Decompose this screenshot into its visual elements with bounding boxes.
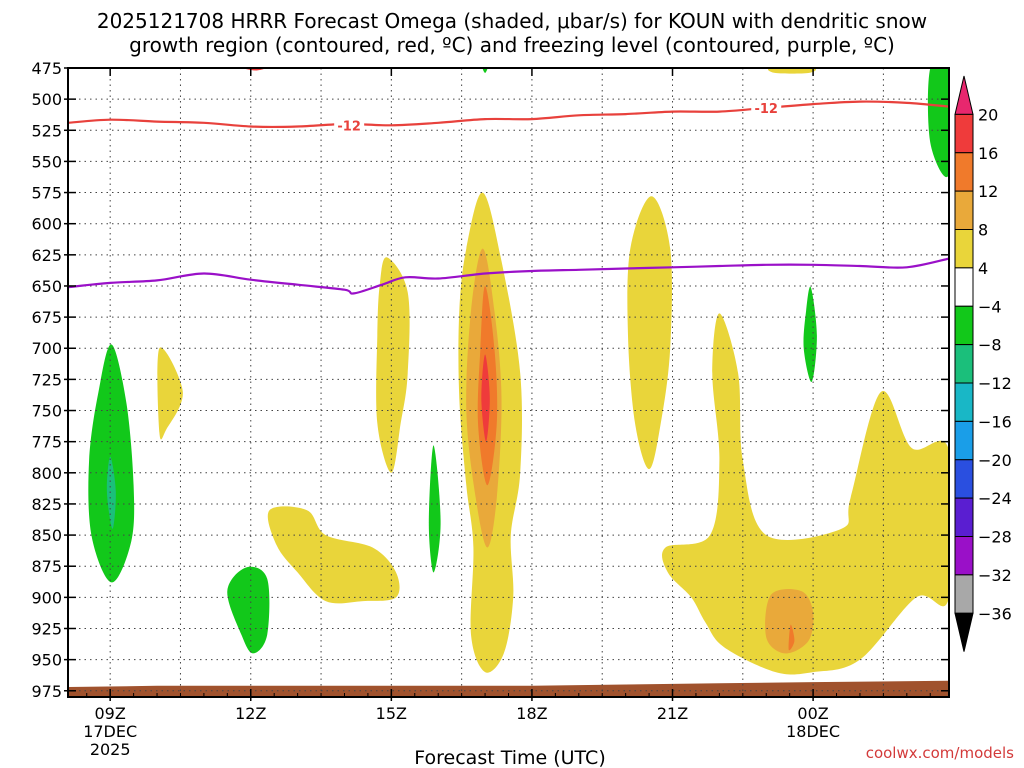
colorbar-box-4 xyxy=(954,267,974,307)
x-tick-label-2-line1: 15Z xyxy=(376,704,407,723)
colorbar-box-3 xyxy=(954,229,974,269)
x-tick-label-0-line3: 2025 xyxy=(90,740,131,759)
colorbar-label-5: −4 xyxy=(978,297,1002,316)
colorbar-bottom-triangle xyxy=(954,612,974,652)
chart-title-line2: growth region (contoured, red, ºC) and f… xyxy=(129,33,895,57)
colorbar-label-6: −8 xyxy=(978,336,1002,355)
contour-label-bg-1 xyxy=(751,99,782,115)
terrain-strip xyxy=(68,680,949,697)
colorbar-box-1 xyxy=(954,152,974,192)
colorbar-box-2 xyxy=(954,190,974,230)
omega-region-10 xyxy=(481,354,490,442)
y-tick-label-750: 750 xyxy=(31,402,62,421)
y-tick-label-875: 875 xyxy=(31,557,62,576)
x-tick-label-5-line2: 18DEC xyxy=(786,722,840,741)
colorbar-label-1: 16 xyxy=(978,144,998,163)
colorbar-box-6 xyxy=(954,344,974,384)
colorbar-label-0: 20 xyxy=(978,105,998,124)
colorbar-label-7: −12 xyxy=(978,374,1012,393)
y-tick-label-775: 775 xyxy=(31,433,62,452)
y-tick-label-475: 475 xyxy=(31,59,62,78)
x-tick-label-0-line2: 17DEC xyxy=(83,722,137,741)
contour-line-1 xyxy=(68,257,949,295)
colorbar-box-9 xyxy=(954,459,974,499)
omega-region-4 xyxy=(267,506,400,604)
colorbar-label-8: −16 xyxy=(978,412,1012,431)
omega-region-18 xyxy=(482,68,488,73)
colorbar-box-12 xyxy=(954,574,974,614)
chart-title-line1: 2025121708 HRRR Forecast Omega (shaded, … xyxy=(97,9,927,33)
y-tick-label-800: 800 xyxy=(31,464,62,483)
colorbar: 20 16 12 8 4 −4 −8 −12 −16 −20 −24 −28 −32 −36 xyxy=(954,75,1012,652)
colorbar-box-8 xyxy=(954,420,974,461)
contour-lines: -12 -12 xyxy=(68,99,949,295)
omega-region-3 xyxy=(227,566,270,654)
colorbar-box-10 xyxy=(954,497,974,537)
colorbar-label-12: −32 xyxy=(978,566,1012,585)
colorbar-label-3: 8 xyxy=(978,221,988,240)
omega-region-5 xyxy=(376,257,410,473)
colorbar-box-0 xyxy=(954,113,974,154)
y-tick-label-525: 525 xyxy=(31,121,62,140)
y-tick-label-625: 625 xyxy=(31,246,62,265)
colorbar-label-4: 4 xyxy=(978,259,988,278)
plot-gridlines xyxy=(68,68,949,697)
x-tick-label-4-line1: 21Z xyxy=(657,704,688,723)
x-axis-title: Forecast Time (UTC) xyxy=(414,747,605,768)
x-tick-label-3-line1: 18Z xyxy=(516,704,547,723)
y-tick-label-725: 725 xyxy=(31,370,62,389)
x-tick-label-0-line1: 09Z xyxy=(95,704,126,723)
y-axis: 475 500 525 550 575 600 625 650 675 700 725 750 775 8… xyxy=(31,59,949,701)
y-tick-label-675: 675 xyxy=(31,308,62,327)
omega-region-15 xyxy=(788,624,795,651)
y-tick-label-925: 925 xyxy=(31,619,62,638)
colorbar-box-11 xyxy=(954,536,974,576)
omega-region-14 xyxy=(765,588,814,654)
contour-label-1: -12 xyxy=(754,102,778,117)
y-tick-label-500: 500 xyxy=(31,90,62,109)
contour-label-0: -12 xyxy=(337,119,361,134)
colorbar-box-7 xyxy=(954,382,974,422)
y-tick-label-975: 975 xyxy=(31,682,62,701)
y-tick-label-550: 550 xyxy=(31,152,62,171)
credit-text: coolwx.com/models xyxy=(866,744,1014,762)
colorbar-label-11: −28 xyxy=(978,528,1012,547)
y-tick-label-825: 825 xyxy=(31,495,62,514)
y-tick-label-700: 700 xyxy=(31,339,62,358)
y-tick-label-900: 900 xyxy=(31,588,62,607)
colorbar-label-13: −36 xyxy=(978,604,1012,623)
x-tick-label-1-line1: 12Z xyxy=(235,704,266,723)
colorbar-label-9: −20 xyxy=(978,451,1012,470)
omega-region-2 xyxy=(157,347,183,440)
y-tick-label-600: 600 xyxy=(31,215,62,234)
omega-region-6 xyxy=(428,445,441,573)
contour-line-0 xyxy=(68,100,949,129)
y-tick-label-950: 950 xyxy=(31,651,62,670)
omega-region-17 xyxy=(768,68,816,74)
colorbar-label-10: −24 xyxy=(978,489,1012,508)
x-tick-label-5-line1: 00Z xyxy=(797,704,828,723)
colorbar-label-2: 12 xyxy=(978,182,998,201)
y-tick-label-575: 575 xyxy=(31,184,62,203)
y-tick-label-850: 850 xyxy=(31,526,62,545)
colorbar-box-5 xyxy=(954,305,974,346)
contour-label-bg-0 xyxy=(334,117,365,133)
omega-region-12 xyxy=(662,313,949,675)
omega-shading xyxy=(68,68,949,697)
omega-region-16 xyxy=(927,68,949,177)
omega-region-1 xyxy=(106,456,116,529)
y-tick-label-650: 650 xyxy=(31,277,62,296)
omega-region-11 xyxy=(627,196,672,470)
